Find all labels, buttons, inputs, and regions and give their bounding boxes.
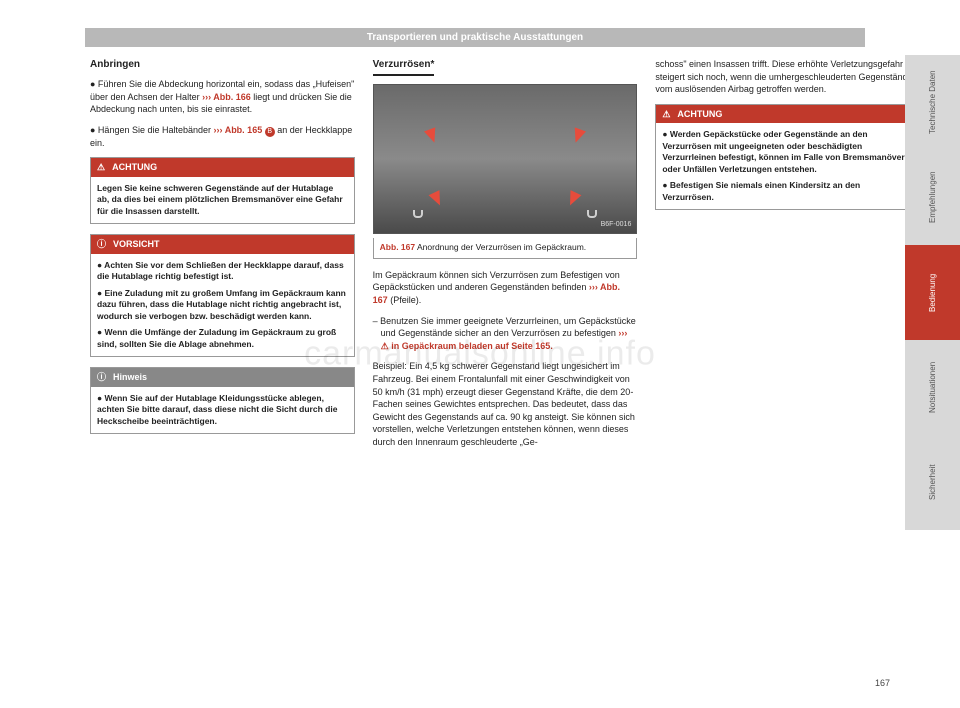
- hook-icon: [587, 210, 597, 218]
- tab-sicherheit[interactable]: Sicherheit: [905, 435, 960, 530]
- para-c3-1: schoss" einen Insassen trifft. Diese erh…: [655, 58, 920, 96]
- tab-notsituationen[interactable]: Notsituationen: [905, 340, 960, 435]
- heading-verzurroesen: Verzurrösen*: [373, 58, 435, 76]
- achtung2-header: ACHTUNG: [656, 105, 919, 124]
- para-c2-1: Im Gepäckraum können sich Verzurrösen zu…: [373, 269, 638, 307]
- para-c2-2: Beispiel: Ein 4,5 kg schwerer Gegenstand…: [373, 360, 638, 448]
- para-2: ● Hängen Sie die Haltebänder ››› Abb. 16…: [90, 124, 355, 150]
- arrow-icon: [570, 128, 586, 145]
- content-columns: Anbringen ● Führen Sie die Abdeckung hor…: [90, 58, 920, 658]
- achtung-body: Legen Sie keine schweren Gegenstände auf…: [91, 177, 354, 223]
- tab-bedienung[interactable]: Bedienung: [905, 245, 960, 340]
- figure-167: B6F-0016: [373, 84, 638, 234]
- column-1: Anbringen ● Führen Sie die Abdeckung hor…: [90, 58, 355, 658]
- achtung-header: ACHTUNG: [91, 158, 354, 177]
- achtung2-body: ● Werden Gepäckstücke oder Gegenstände a…: [656, 123, 919, 209]
- side-tabs: Technische Daten Empfehlungen Bedienung …: [905, 55, 960, 530]
- vorsicht-body: ● Achten Sie vor dem Schließen der Heckk…: [91, 254, 354, 356]
- vorsicht-header: VORSICHT: [91, 235, 354, 254]
- page-number: 167: [875, 678, 890, 688]
- figure-code: B6F-0016: [601, 220, 632, 230]
- list-item-1: – Benutzen Sie immer geeignete Verzurrle…: [373, 315, 638, 353]
- page-header: Transportieren und praktische Ausstattun…: [85, 28, 865, 47]
- achtung-box-2: ACHTUNG ● Werden Gepäckstücke oder Gegen…: [655, 104, 920, 210]
- para-1: ● Führen Sie die Abdeckung horizontal ei…: [90, 78, 355, 116]
- hinweis-header: Hinweis: [91, 368, 354, 387]
- tab-empfehlungen[interactable]: Empfehlungen: [905, 150, 960, 245]
- arrow-icon: [429, 190, 446, 208]
- hook-icon: [413, 210, 423, 218]
- column-3: schoss" einen Insassen trifft. Diese erh…: [655, 58, 920, 658]
- arrow-icon: [424, 128, 440, 145]
- achtung-box-1: ACHTUNG Legen Sie keine schweren Gegenst…: [90, 157, 355, 224]
- hinweis-body: ● Wenn Sie auf der Hutablage Kleidungsst…: [91, 387, 354, 433]
- figure-caption: Abb. 167 Anordnung der Verzurrösen im Ge…: [373, 238, 638, 259]
- tab-technische-daten[interactable]: Technische Daten: [905, 55, 960, 150]
- heading-anbringen: Anbringen: [90, 58, 355, 72]
- arrow-icon: [564, 190, 581, 208]
- hinweis-box: Hinweis ● Wenn Sie auf der Hutablage Kle…: [90, 367, 355, 434]
- column-2: Verzurrösen* B6F-0016 Abb. 167 Anordnung…: [373, 58, 638, 658]
- vorsicht-box: VORSICHT ● Achten Sie vor dem Schließen …: [90, 234, 355, 357]
- manual-page: Transportieren und praktische Ausstattun…: [0, 0, 960, 708]
